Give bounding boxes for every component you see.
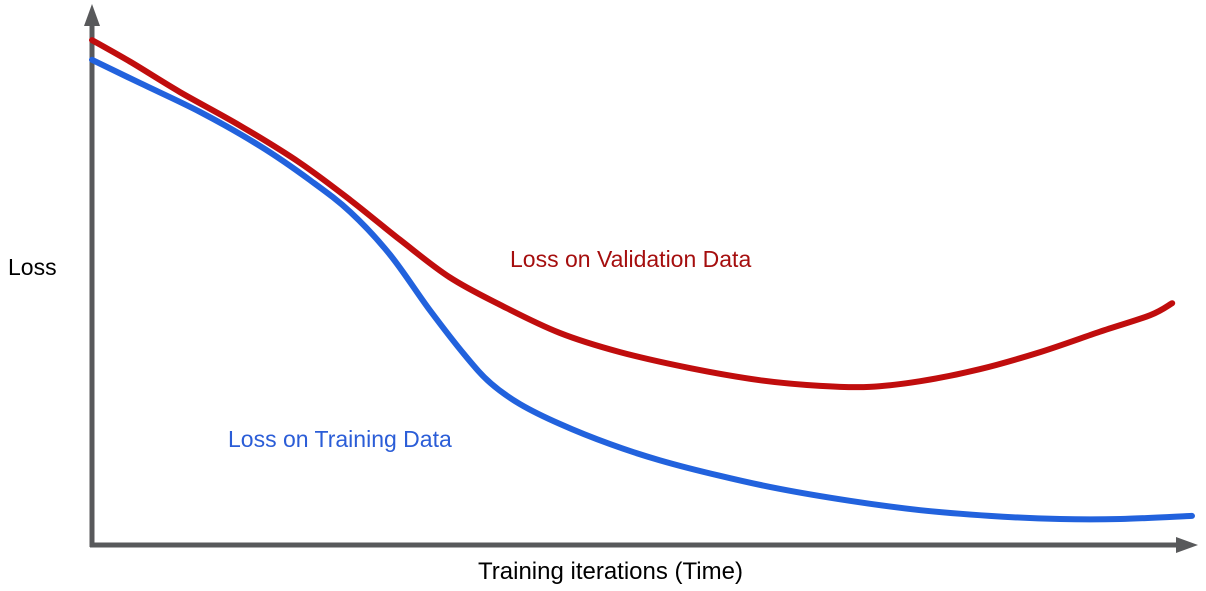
y-axis-arrow-icon	[84, 4, 100, 26]
training-curve	[89, 56, 1195, 523]
validation-curve-label: Loss on Validation Data	[510, 246, 752, 272]
validation-curve	[89, 37, 1176, 391]
y-axis-label: Loss	[8, 254, 57, 280]
training-curve-label: Loss on Training Data	[228, 426, 452, 452]
x-axis-label: Training iterations (Time)	[478, 558, 743, 585]
x-axis-arrow-icon	[1176, 537, 1198, 553]
